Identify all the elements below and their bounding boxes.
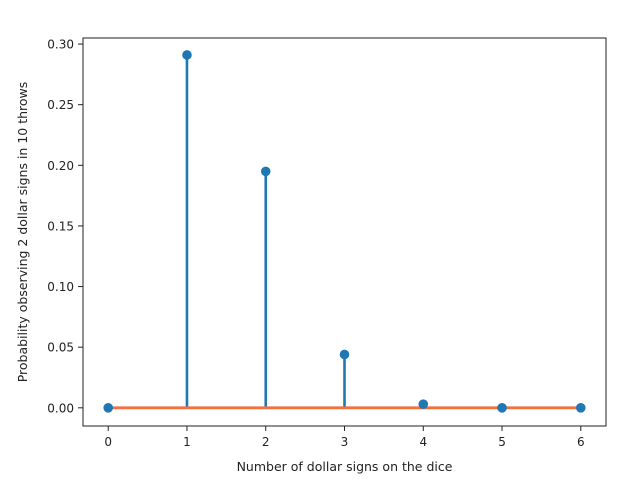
y-axis-label: Probability observing 2 dollar signs in … <box>15 82 30 383</box>
stem-marker <box>418 399 429 409</box>
stem-marker <box>260 166 271 177</box>
x-tick-label: 6 <box>577 435 585 449</box>
x-tick-label: 2 <box>262 435 270 449</box>
y-tick-label: 0.20 <box>47 159 74 173</box>
y-tick-label: 0.30 <box>47 38 74 52</box>
y-tick-label: 0.10 <box>47 280 74 294</box>
y-tick-label: 0.05 <box>47 341 74 355</box>
x-tick-label: 0 <box>104 435 112 449</box>
x-tick-label: 4 <box>419 435 427 449</box>
y-tick-label: 0.15 <box>47 219 74 233</box>
x-axis-label: Number of dollar signs on the dice <box>237 459 453 474</box>
stem-marker <box>182 50 192 60</box>
stem-marker <box>103 403 114 413</box>
x-axis: 0 1 2 3 4 5 6 <box>104 426 585 449</box>
stems-layer <box>185 54 425 408</box>
x-tick-label: 1 <box>183 435 191 449</box>
stem-marker <box>339 349 350 360</box>
y-axis: 0.00 0.05 0.10 0.15 0.20 0.25 0.30 <box>47 38 83 415</box>
y-tick-label: 0.25 <box>47 98 74 112</box>
y-tick-label: 0.00 <box>47 401 74 415</box>
x-tick-label: 5 <box>498 435 506 449</box>
markers-layer <box>103 50 586 413</box>
stem-marker <box>497 403 507 413</box>
stem-marker <box>575 403 586 413</box>
x-tick-label: 3 <box>341 435 349 449</box>
